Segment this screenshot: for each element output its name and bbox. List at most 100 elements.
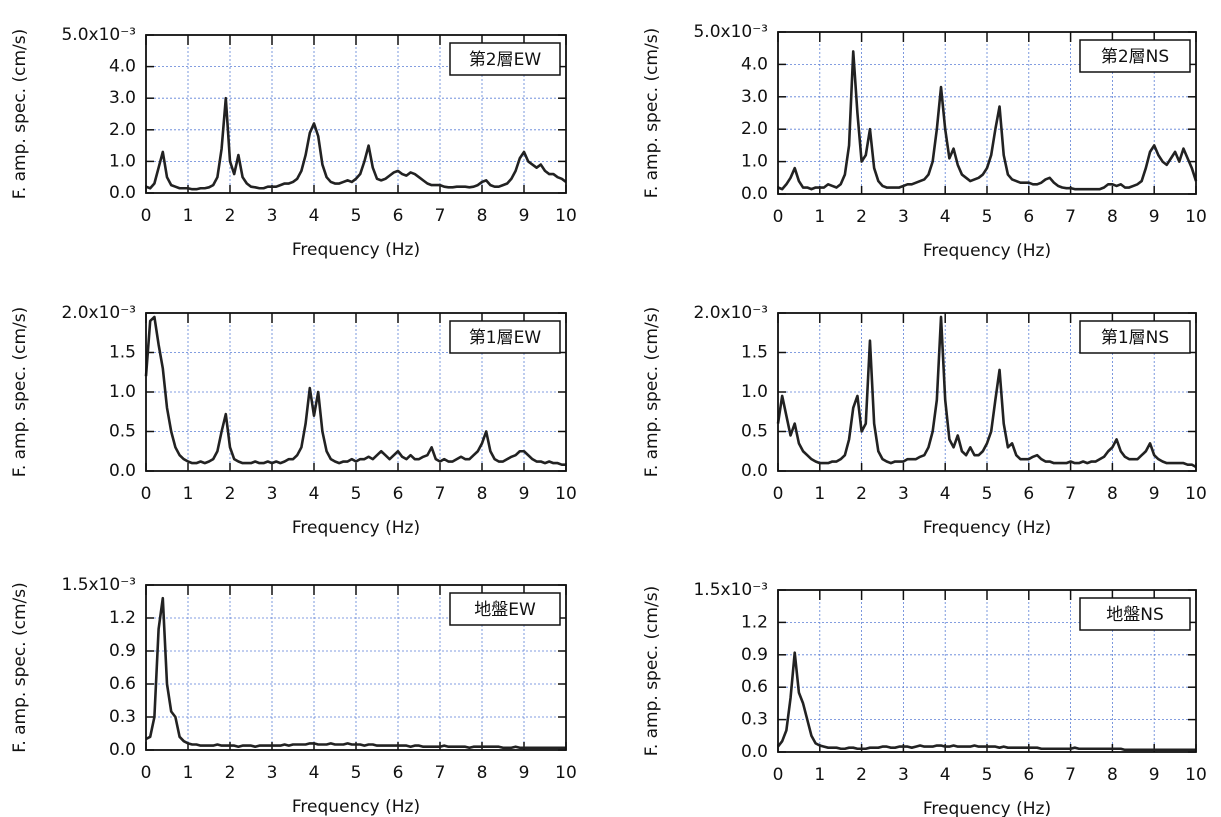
y-tick-label: 0.3 (109, 707, 136, 727)
x-tick-label: 8 (1107, 765, 1118, 785)
spectrum-line (777, 50, 1198, 191)
x-tick-label: 4 (309, 206, 320, 226)
x-tick-label: 2 (225, 484, 236, 504)
y-tick-label: 5.0x10⁻³ (693, 22, 768, 42)
x-tick-label: 6 (393, 484, 404, 504)
annotation: 第2層NS (1101, 47, 1169, 67)
y-tick-label: 0.6 (109, 674, 136, 694)
y-tick-label: 1.5x10⁻³ (693, 580, 768, 600)
x-tick-label: 6 (393, 763, 404, 783)
x-tick-label: 7 (1065, 484, 1076, 504)
x-tick-label: 7 (1065, 207, 1076, 227)
y-tick-label: 1.0 (741, 152, 768, 172)
plot-frame (145, 584, 567, 751)
x-axis-label: Frequency (Hz) (292, 240, 420, 260)
x-tick-label: 7 (1065, 765, 1076, 785)
x-tick-label: 3 (267, 206, 278, 226)
y-tick-label: 0.0 (741, 742, 768, 762)
x-tick-label: 5 (982, 484, 993, 504)
x-axis-label: Frequency (Hz) (923, 799, 1051, 817)
x-tick-label: 3 (267, 484, 278, 504)
annotation-box (1079, 597, 1191, 631)
x-tick-label: 7 (435, 206, 446, 226)
x-tick-label: 9 (519, 484, 530, 504)
x-tick-label: 4 (940, 484, 951, 504)
annotation: 地盤EW (474, 600, 536, 620)
x-tick-label: 9 (1149, 765, 1160, 785)
y-tick-label: 1.0 (109, 151, 136, 171)
x-tick-label: 8 (477, 763, 488, 783)
x-tick-label: 9 (1149, 207, 1160, 227)
y-tick-label: 0.0 (109, 183, 136, 203)
y-tick-label: 2.0 (109, 120, 136, 140)
x-tick-label: 10 (555, 763, 577, 783)
spectrum-line (776, 315, 1197, 469)
y-tick-label: 1.0 (741, 382, 768, 402)
x-tick-label: 1 (814, 765, 825, 785)
x-axis-label: Frequency (Hz) (923, 241, 1051, 261)
y-tick-label: 0.0 (741, 461, 768, 481)
x-tick-label: 4 (309, 763, 320, 783)
x-tick-label: 0 (773, 207, 784, 227)
spectrum-line (776, 651, 1196, 752)
x-tick-label: 1 (814, 207, 825, 227)
spectrum-line (144, 315, 566, 466)
y-tick-label: 1.0 (109, 382, 136, 402)
annotation: 地盤NS (1106, 605, 1164, 625)
x-tick-label: 0 (141, 484, 152, 504)
x-tick-label: 3 (898, 484, 909, 504)
y-tick-label: 1.2 (741, 612, 768, 632)
plot-frame (777, 312, 1197, 472)
x-tick-label: 9 (519, 206, 530, 226)
plot-frame (777, 31, 1197, 195)
x-tick-label: 2 (225, 206, 236, 226)
x-tick-label: 0 (141, 763, 152, 783)
x-tick-label: 5 (982, 207, 993, 227)
annotation-box (1079, 320, 1191, 354)
x-tick-label: 4 (309, 484, 320, 504)
y-tick-label: 0.6 (741, 677, 768, 697)
x-tick-label: 1 (183, 484, 194, 504)
x-tick-label: 10 (1185, 765, 1207, 785)
x-tick-label: 5 (351, 206, 362, 226)
x-tick-label: 5 (982, 765, 993, 785)
plot-frame (145, 312, 567, 472)
x-tick-label: 9 (519, 763, 530, 783)
annotation: 第1層NS (1101, 328, 1169, 348)
y-tick-label: 0.0 (109, 740, 136, 760)
x-tick-label: 1 (183, 763, 194, 783)
x-tick-label: 3 (898, 207, 909, 227)
y-tick-label: 1.5 (741, 343, 768, 363)
x-tick-label: 10 (1185, 484, 1207, 504)
y-tick-label: 2.0x10⁻³ (693, 303, 768, 323)
x-tick-label: 10 (555, 484, 577, 504)
annotation-box (1079, 39, 1191, 73)
y-tick-label: 1.5 (109, 343, 136, 363)
x-tick-label: 6 (393, 206, 404, 226)
x-tick-label: 9 (1149, 484, 1160, 504)
y-tick-label: 1.2 (109, 608, 136, 628)
x-tick-label: 1 (814, 484, 825, 504)
x-tick-label: 2 (225, 763, 236, 783)
y-axis-label: F. amp. spec. (cm/s) (10, 29, 30, 199)
plot-frame (777, 589, 1197, 753)
y-tick-label: 5.0x10⁻³ (61, 25, 136, 45)
y-tick-label: 1.5x10⁻³ (61, 575, 136, 595)
x-tick-label: 2 (856, 207, 867, 227)
x-tick-label: 1 (183, 206, 194, 226)
y-tick-label: 0.9 (109, 641, 136, 661)
x-tick-label: 0 (773, 484, 784, 504)
x-tick-label: 0 (141, 206, 152, 226)
x-tick-label: 4 (940, 765, 951, 785)
y-tick-label: 0.3 (741, 710, 768, 730)
y-tick-label: 4.0 (741, 54, 768, 74)
x-tick-label: 4 (940, 207, 951, 227)
y-tick-label: 0.0 (109, 461, 136, 481)
x-tick-label: 7 (435, 763, 446, 783)
annotation-box (449, 42, 561, 76)
x-tick-label: 6 (1023, 484, 1034, 504)
x-tick-label: 8 (1107, 484, 1118, 504)
y-axis-label: F. amp. spec. (cm/s) (642, 307, 662, 477)
x-axis-label: Frequency (Hz) (292, 518, 420, 538)
x-tick-label: 5 (351, 484, 362, 504)
